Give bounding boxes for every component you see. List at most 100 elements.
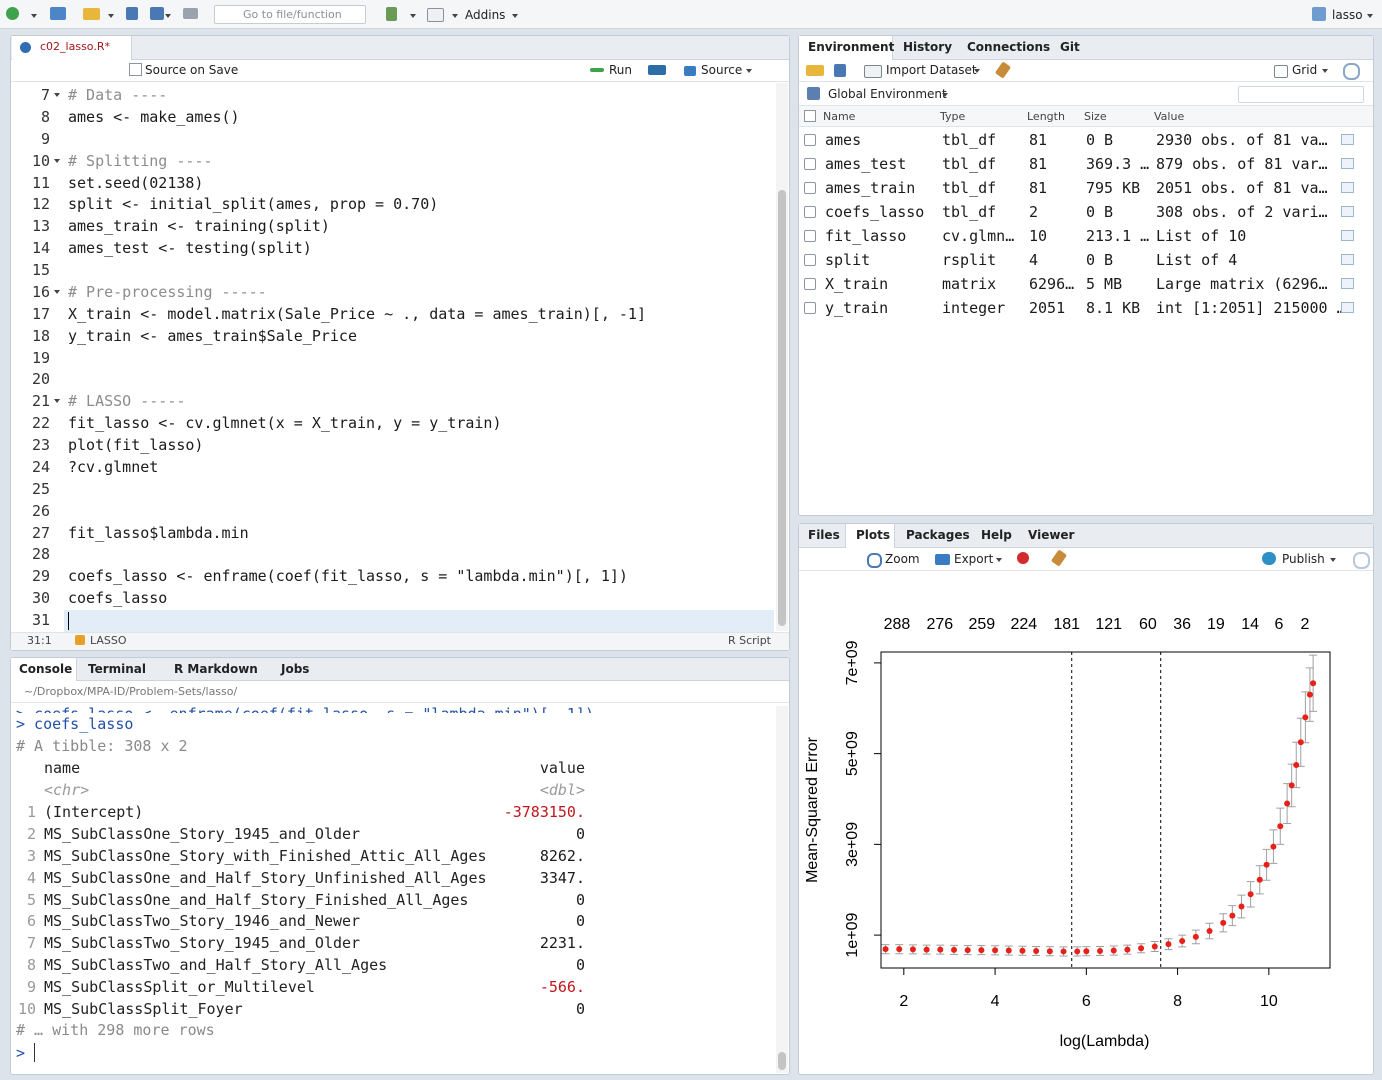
env-view-icon[interactable] [1341,182,1354,193]
new-file-icon[interactable] [6,7,19,20]
top-axis-label: 60 [1139,616,1157,633]
env-tab-label[interactable]: Git [1060,37,1080,57]
env-column-header[interactable]: Length [1027,107,1065,127]
env-cell: X_train [825,274,888,294]
row-index: 9 [27,977,36,997]
console-tab-label[interactable]: Terminal [88,659,146,679]
addins-menu[interactable]: Addins [465,5,505,25]
env-column-header[interactable]: Name [823,107,855,127]
publish-menu[interactable]: Publish [1282,549,1325,569]
grid-menu[interactable]: Grid [1292,60,1317,80]
rerun-icon[interactable] [648,65,666,75]
remove-plot-icon[interactable] [1017,552,1029,564]
run-button[interactable]: Run [609,60,632,80]
plots-tab-label[interactable]: Viewer [1028,525,1074,545]
env-row-checkbox[interactable] [804,206,816,218]
plots-tab-label[interactable]: Packages [906,525,970,545]
section-icon [75,635,85,645]
scroll-thumb[interactable] [778,190,786,626]
import-icon[interactable] [864,65,882,78]
project-menu[interactable]: lasso [1332,5,1363,25]
env-view-icon[interactable] [1341,278,1354,289]
env-row-checkbox[interactable] [804,182,816,194]
env-row-checkbox[interactable] [804,158,816,170]
console-tab-label[interactable]: R Markdown [174,659,258,679]
import-dataset-menu[interactable]: Import Dataset [886,60,977,80]
file-tab-label[interactable]: c02_lasso.R* [40,37,110,57]
env-column-header[interactable]: Value [1154,107,1184,127]
save-icon[interactable] [126,7,138,20]
new-project-icon[interactable] [50,7,66,20]
env-scope-menu[interactable]: Global Environment [828,84,947,104]
row-index: 6 [27,911,36,931]
zoom-button[interactable]: Zoom [885,549,920,569]
line-number: 25 [32,479,50,499]
env-column-header[interactable]: Size [1084,107,1107,127]
grid-icon[interactable] [1274,65,1288,78]
save-all-icon[interactable] [150,7,164,20]
print-icon[interactable] [183,8,198,19]
cv-point [1257,877,1263,883]
env-cell: tbl_df [942,130,996,150]
layout-icon[interactable] [427,8,444,22]
top-axis-label: 224 [1010,616,1037,633]
filetype-menu[interactable]: R Script [728,631,771,651]
dropdown-arrow [746,69,752,73]
load-icon[interactable] [806,65,824,76]
env-tab-label[interactable]: Environment [808,37,894,57]
current-line [64,610,774,632]
plots-tab-label[interactable]: Help [981,525,1012,545]
env-cell: rsplit [942,250,996,270]
console-tab-label[interactable]: Jobs [281,659,309,679]
goto-placeholder[interactable]: Go to file/function [243,5,342,25]
publish-icon[interactable] [1262,552,1276,565]
run-icon[interactable] [590,68,604,72]
console-scroll-thumb[interactable] [778,1052,786,1070]
env-view-icon[interactable] [1341,206,1354,217]
env-save-icon[interactable] [834,64,846,77]
source-on-save-checkbox[interactable] [129,63,142,76]
line-number: 31 [32,610,50,630]
env-row-checkbox[interactable] [804,230,816,242]
env-view-icon[interactable] [1341,302,1354,313]
plots-tab-label[interactable]: Plots [856,525,890,545]
export-icon[interactable] [935,554,950,565]
console-scrollbar[interactable] [776,706,788,1073]
vcs-icon[interactable] [386,7,397,21]
source-icon[interactable] [684,66,696,76]
line-number: 9 [41,129,50,149]
line-number: 22 [32,413,50,433]
console-tab-label[interactable]: Console [19,659,72,679]
env-column-header[interactable]: Type [940,107,965,127]
top-axis-label: 288 [884,616,911,633]
section-menu[interactable]: LASSO [90,631,127,651]
env-view-icon[interactable] [1341,158,1354,169]
env-row-checkbox[interactable] [804,278,816,290]
refresh-icon[interactable] [1343,63,1360,80]
project-icon[interactable] [1312,7,1326,21]
env-view-icon[interactable] [1341,134,1354,145]
source-button[interactable]: Source [701,60,742,80]
row-name: MS_SubClassSplit_Foyer [44,999,243,1019]
env-row-checkbox[interactable] [804,302,816,314]
row-index: 5 [27,890,36,910]
env-search[interactable] [1238,86,1364,103]
env-cell: List of 10 [1156,226,1246,246]
code-line: fit_lasso$lambda.min [68,523,249,543]
zoom-icon[interactable] [867,553,882,568]
env-row-checkbox[interactable] [804,254,816,266]
env-view-icon[interactable] [1341,230,1354,241]
env-row-checkbox[interactable] [804,134,816,146]
env-tab-label[interactable]: History [903,37,952,57]
plots-refresh-icon[interactable] [1353,552,1370,569]
env-scope-icon [807,87,820,100]
export-menu[interactable]: Export [954,549,993,569]
env-tab-label[interactable]: Connections [967,37,1050,57]
plots-tab-label[interactable]: Files [808,525,840,545]
env-select-all[interactable] [804,110,816,122]
env-view-icon[interactable] [1341,254,1354,265]
cv-point [1083,948,1089,954]
source-on-save-label[interactable]: Source on Save [145,60,238,80]
open-icon[interactable] [83,8,100,20]
